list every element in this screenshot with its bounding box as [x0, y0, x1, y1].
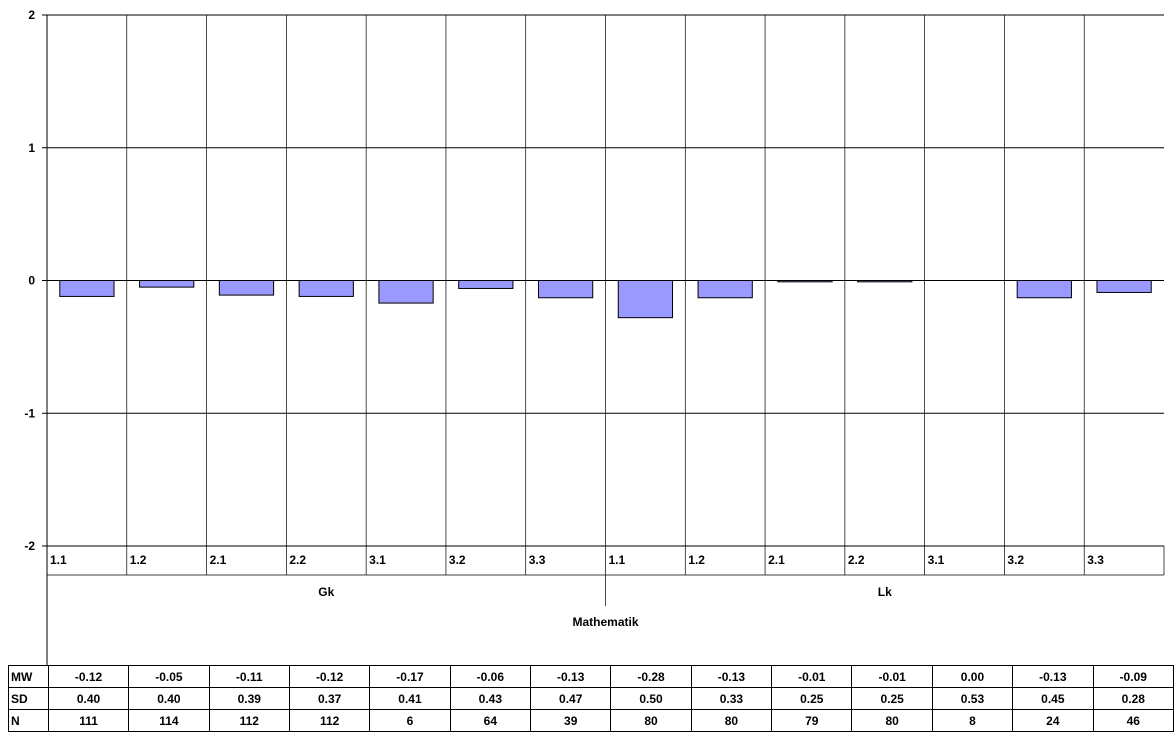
x-tick-label: 3.2 — [1007, 553, 1024, 567]
bar — [139, 280, 195, 288]
stats-cell: -0.12 — [47, 665, 130, 688]
stats-cell: -0.13 — [530, 665, 612, 688]
x-tick-label: 2.1 — [210, 553, 227, 567]
statistics-table: MW -0.12 -0.05 -0.11 -0.12 -0.17 -0.06 -0.13 -0.… — [8, 665, 1174, 732]
stats-cell: 0.39 — [208, 687, 290, 710]
x-tick-label: 3.2 — [449, 553, 466, 567]
stats-cell: -0.28 — [610, 665, 692, 688]
stats-cell: 0.40 — [128, 687, 210, 710]
stats-cell: -0.05 — [128, 665, 210, 688]
stats-cell: 0.40 — [47, 687, 130, 710]
x-tick-label: 2.1 — [768, 553, 785, 567]
stats-cell: -0.12 — [288, 665, 371, 688]
stats-row: MW -0.12 -0.05 -0.11 -0.12 -0.17 -0.06 -0.13 -0.… — [8, 665, 1174, 688]
bar — [378, 280, 434, 304]
x-tick-label: 3.1 — [928, 553, 945, 567]
stats-cell: -0.06 — [449, 665, 532, 688]
stats-cell: -0.01 — [771, 665, 853, 688]
bar — [857, 280, 913, 283]
x-tick-label: 3.3 — [529, 553, 546, 567]
x-tick-label: 1.1 — [609, 553, 626, 567]
bar — [1016, 280, 1072, 299]
y-tick-label: 0 — [28, 274, 35, 288]
bar — [617, 280, 674, 319]
x-tick-label: 1.2 — [130, 553, 147, 567]
stats-cell: 0.28 — [1092, 687, 1174, 710]
bar — [537, 280, 594, 299]
y-tick-label: -2 — [24, 539, 35, 553]
bar — [697, 280, 753, 299]
y-tick-label: 1 — [28, 141, 35, 155]
x-tick-label: 2.2 — [289, 553, 306, 567]
x-tick-label: 2.2 — [848, 553, 865, 567]
bar — [1096, 280, 1152, 293]
bar — [777, 280, 833, 283]
stats-cell: 0.25 — [771, 687, 853, 710]
x-tick-label: 1.1 — [50, 553, 67, 567]
stats-cell: 0.41 — [369, 687, 451, 710]
stats-cell: 0.47 — [530, 687, 612, 710]
stats-cell: -0.11 — [208, 665, 290, 688]
stats-row-label: MW — [8, 665, 49, 688]
stats-cell: 0.53 — [931, 687, 1014, 710]
stats-cell: 0.45 — [1012, 687, 1094, 710]
bar — [218, 280, 275, 296]
group-label: Gk — [318, 585, 334, 599]
stats-cell: -0.13 — [690, 665, 773, 688]
stats-cell: 0.37 — [288, 687, 371, 710]
stats-cell: 0.33 — [690, 687, 773, 710]
x-tick-label: 3.3 — [1087, 553, 1104, 567]
x-tick-label: 1.2 — [688, 553, 705, 567]
x-tick-label: 3.1 — [369, 553, 386, 567]
group-label: Lk — [878, 585, 892, 599]
bar-chart: 2 1 0 -1 -2 1.1 1.2 2.1 2.2 3.1 3.2 3.3 1.1 1.2 2.1 2.2… — [24, 8, 1165, 665]
stats-cell: -0.09 — [1092, 665, 1174, 688]
stats-cell: 0.43 — [449, 687, 532, 710]
stats-row: SD 0.40 0.40 0.39 0.37 0.41 0.43 0.47 0.50 0.33 0.… — [8, 687, 1174, 710]
bar — [298, 280, 354, 297]
stats-cell: -0.17 — [369, 665, 451, 688]
bar — [59, 280, 115, 297]
stats-cell: 0.50 — [610, 687, 692, 710]
stats-cell: -0.01 — [851, 665, 933, 688]
stats-cell: -0.13 — [1012, 665, 1094, 688]
bar — [458, 280, 514, 289]
y-tick-label: 2 — [28, 8, 35, 22]
y-tick-label: -1 — [24, 406, 35, 420]
stats-row-label: SD — [8, 687, 49, 710]
stats-cell: 0.00 — [931, 665, 1014, 688]
stats-cell: 0.25 — [851, 687, 933, 710]
outer-axis-label: Mathematik — [572, 615, 638, 629]
